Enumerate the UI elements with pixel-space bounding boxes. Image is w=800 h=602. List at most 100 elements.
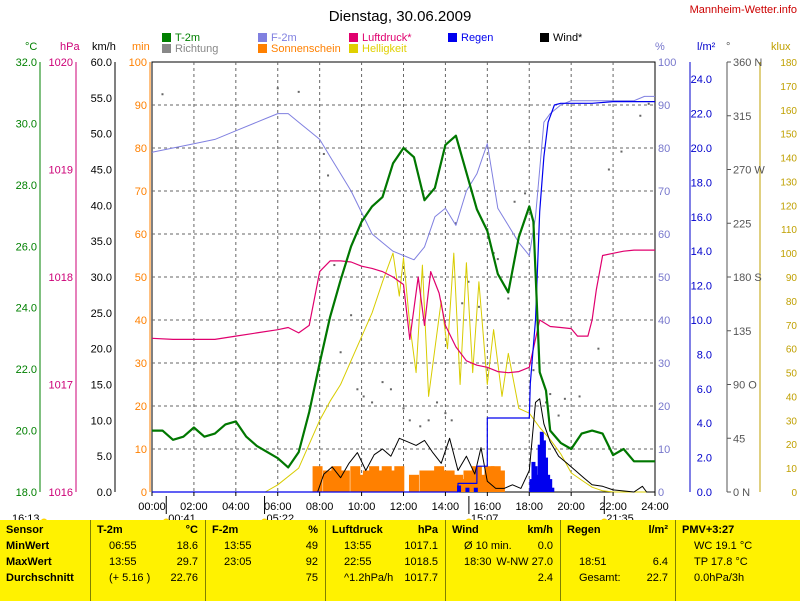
humidity-axis-tick: 50 xyxy=(658,272,670,284)
table-row xyxy=(0,586,90,602)
brightness-axis-tick: 150 xyxy=(780,130,797,141)
sunshine-bar xyxy=(323,470,334,492)
sunshine-axis-tick: 30 xyxy=(135,358,147,370)
brightness-axis-tick: 40 xyxy=(786,392,798,403)
pressure-axis-tick: 1018 xyxy=(49,272,73,284)
direction-point xyxy=(389,388,392,391)
line-series xyxy=(151,95,655,493)
sunshine-axis-tick: 40 xyxy=(135,315,147,327)
table-row: 23:05 92 xyxy=(206,554,326,570)
sunshine-bar xyxy=(362,470,373,492)
rain-bar xyxy=(537,444,542,492)
x-tick-label: 24:00 xyxy=(641,501,669,513)
brightness-axis-tick: 160 xyxy=(780,106,797,117)
pressure-axis-tick: 1020 xyxy=(49,57,73,69)
brightness-axis-tick: 80 xyxy=(786,297,798,308)
rain-bar xyxy=(533,466,538,492)
statistics-table: Sensor MinWert MaxWert Durchschnitt T-2m °C 06… xyxy=(0,520,800,601)
rain-axis-tick: 18.0 xyxy=(691,177,712,189)
direction-point xyxy=(578,395,581,398)
column-title: Sensor xyxy=(6,524,44,536)
legend-swatch xyxy=(258,44,267,53)
wind-axis-tick: 50.0 xyxy=(91,129,112,141)
table-cell-label: TP 17.8 °C xyxy=(694,556,748,568)
humidity-axis-tick: 80 xyxy=(658,143,670,155)
table-cell-value: 29.7 xyxy=(176,556,198,568)
direction-point xyxy=(620,150,623,153)
rain-axis-tick: 16.0 xyxy=(691,212,712,224)
sunshine-bar xyxy=(339,470,350,492)
brand-link[interactable]: Mannheim-Wetter.info xyxy=(690,4,797,16)
table-cell-value: 92 xyxy=(305,556,318,568)
table-row xyxy=(206,586,326,602)
table-cell-label: Durchschnitt xyxy=(6,572,74,584)
wind-axis-tick: 10.0 xyxy=(91,415,112,427)
brightness-axis-tick: 60 xyxy=(786,345,798,356)
temp-axis-tick: 32.0 xyxy=(16,57,37,69)
brightness-axis-tick: 10 xyxy=(786,464,798,475)
x-tick-label: 02:00 xyxy=(180,501,208,513)
table-cell-label: 13:55 xyxy=(224,540,252,552)
column-unit: °C xyxy=(185,524,198,536)
direction_deg-unit: ° xyxy=(726,41,730,53)
table-cell-value: 75 xyxy=(305,572,318,584)
sunshine-bar xyxy=(394,466,405,492)
sunshine-bar xyxy=(463,470,474,492)
table-cell-label: MaxWert xyxy=(6,556,52,568)
table-row: MaxWert xyxy=(0,554,90,570)
sunshine-bar xyxy=(419,470,430,492)
table-row xyxy=(326,586,446,602)
direction-point xyxy=(327,174,330,177)
direction-point xyxy=(461,302,464,305)
humidity-axis-tick: 40 xyxy=(658,315,670,327)
sunshine-axis-tick: 20 xyxy=(135,401,147,413)
table-row: 18:30 W-NW 27.0 xyxy=(446,554,561,570)
direction-point xyxy=(371,401,374,404)
sunshine-bar xyxy=(408,474,419,492)
direction-axis-tick: 90 O xyxy=(733,380,757,392)
humidity-axis-tick: 70 xyxy=(658,186,670,198)
direction-axis-tick: 225 xyxy=(733,218,751,230)
table-cell-value: 18.6 xyxy=(176,540,198,552)
direction-point xyxy=(524,192,527,195)
temp-axis-tick: 18.0 xyxy=(16,487,37,499)
direction-point xyxy=(444,412,447,415)
legend-label: F-2m xyxy=(271,32,297,44)
sunshine-bar xyxy=(356,474,367,492)
table-cell-value: 49 xyxy=(305,540,318,552)
direction-point xyxy=(381,381,384,384)
x-tick-label: 04:00 xyxy=(222,501,250,513)
legend-swatch xyxy=(162,33,171,42)
direction-axis-tick: 180 S xyxy=(733,272,762,284)
rain-bar xyxy=(541,440,546,492)
table-cell-value: W-NW 27.0 xyxy=(496,556,553,568)
sunshine-bar xyxy=(434,466,445,492)
wind-axis-tick: 20.0 xyxy=(91,344,112,356)
direction-point xyxy=(467,280,470,283)
rain-axis-tick: 12.0 xyxy=(691,281,712,293)
chart-axes: 32.030.028.026.024.022.020.018.010201019… xyxy=(16,57,798,499)
direction-point xyxy=(477,305,480,308)
direction-point xyxy=(362,395,365,398)
table-header: F-2m% xyxy=(206,522,326,538)
temp-axis-tick: 28.0 xyxy=(16,180,37,192)
legend-label: Richtung xyxy=(175,43,218,55)
sunshine-axis-tick: 50 xyxy=(135,272,147,284)
brightness-axis-tick: 20 xyxy=(786,440,798,451)
rain-axis-tick: 14.0 xyxy=(691,246,712,258)
direction-point xyxy=(161,93,164,96)
wind-axis-tick: 55.0 xyxy=(91,93,112,105)
rain-bar xyxy=(457,485,462,492)
wind-axis-tick: 45.0 xyxy=(91,165,112,177)
sunshine-bar xyxy=(375,470,386,492)
sunshine-bar xyxy=(369,466,380,492)
table-header: Luftdruck hPa xyxy=(326,522,446,538)
brightness-axis-tick: 30 xyxy=(786,416,798,427)
x-axis: 00:00 02:00 04:00 06:00 08:00 10:00 12:00 14:00… xyxy=(12,492,669,526)
sunshine-axis-tick: 60 xyxy=(135,229,147,241)
table-header: Wind km/h xyxy=(446,522,561,538)
table-cell-value: 2.4 xyxy=(537,572,553,584)
legend-label: Luftdruck* xyxy=(362,32,412,44)
sunshine-axis-tick: 90 xyxy=(135,100,147,112)
rain-bar xyxy=(546,474,551,492)
